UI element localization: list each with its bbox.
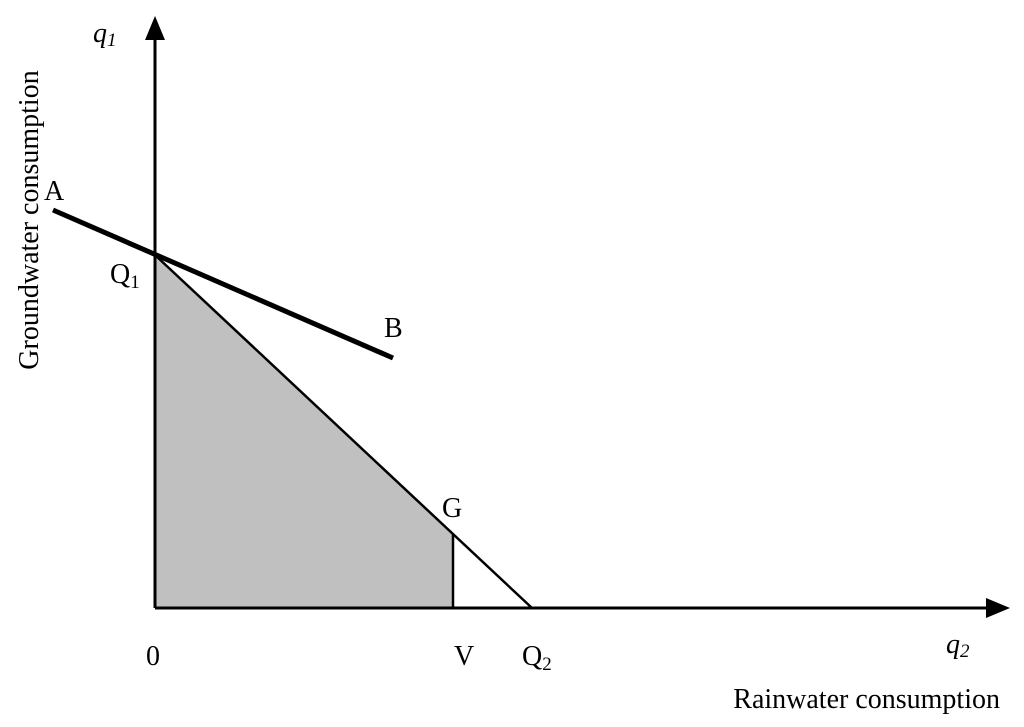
x-axis-arrow [986, 598, 1010, 618]
shaded-region [155, 255, 453, 608]
point-label: Q2 [522, 641, 552, 675]
point-label: V [454, 641, 474, 672]
point-label: Q1 [110, 259, 140, 293]
point-label: B [384, 313, 403, 344]
x-axis-label: Rainwater consumption [733, 684, 1000, 715]
ab-line [52, 207, 394, 361]
budget-line [154, 254, 533, 609]
point-label: G [442, 493, 462, 524]
point-label: A [44, 176, 65, 207]
y-axis-symbol: q1 [93, 18, 117, 51]
y-axis-label: Groundwater consumption [14, 70, 45, 369]
point-label: 0 [146, 641, 160, 672]
x-axis-symbol: q2 [946, 629, 970, 662]
y-axis-arrow [145, 16, 165, 40]
